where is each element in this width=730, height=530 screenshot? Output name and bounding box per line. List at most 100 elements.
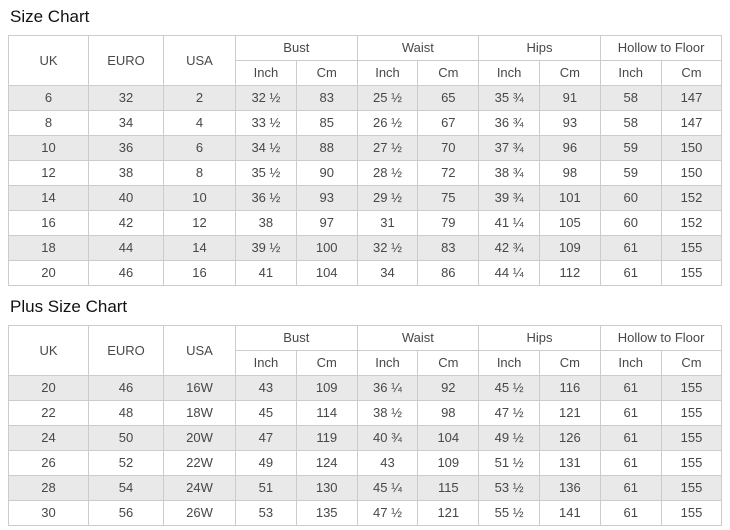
table-cell: 49	[235, 450, 297, 476]
column-header-hollow-inch: Inch	[599, 350, 662, 376]
table-cell: 36 ½	[235, 185, 297, 211]
table-cell: 39 ½	[235, 235, 297, 261]
table-row: 18 44 14 39 ½ 100 32 ½ 83 42 ¾ 109 61 155	[8, 235, 723, 261]
table-row: 28 54 24W 51 130 45 ¼ 115 53 ½ 136 61 155	[8, 475, 723, 501]
table-cell: 44	[88, 235, 164, 261]
table-cell: 12	[163, 210, 236, 236]
table-cell: 54	[88, 475, 164, 501]
table-cell: 30	[8, 500, 89, 526]
table-cell: 67	[417, 110, 480, 136]
table-cell: 33 ½	[235, 110, 297, 136]
plus-size-chart-header: UK EURO USA Bust Waist Hips Hollow to Fl…	[8, 325, 723, 376]
table-row: 8 34 4 33 ½ 85 26 ½ 67 36 ¾ 93 58 147	[8, 110, 723, 136]
table-cell: 61	[599, 260, 662, 286]
table-cell: 37 ¾	[478, 135, 540, 161]
table-cell: 90	[295, 160, 358, 186]
table-row: 26 52 22W 49 124 43 109 51 ½ 131 61 155	[8, 450, 723, 476]
table-cell: 91	[539, 85, 601, 111]
table-cell: 86	[417, 260, 480, 286]
table-cell: 12	[8, 160, 89, 186]
table-cell: 130	[295, 475, 358, 501]
plus-size-chart-body: 20 46 16W 43 109 36 ¼ 92 45 ½ 116 61 155 22 48 18W 45 1…	[8, 375, 723, 526]
table-cell: 101	[539, 185, 601, 211]
table-cell: 112	[539, 260, 601, 286]
table-cell: 34	[356, 260, 419, 286]
table-cell: 26	[8, 450, 89, 476]
table-cell: 155	[660, 400, 723, 426]
table-cell: 34	[88, 110, 164, 136]
column-group-bust: Bust	[235, 35, 358, 61]
table-cell: 8	[8, 110, 89, 136]
table-cell: 93	[295, 185, 358, 211]
table-cell: 98	[539, 160, 601, 186]
table-cell: 24W	[163, 475, 236, 501]
table-cell: 42 ¾	[478, 235, 540, 261]
table-cell: 36	[88, 135, 164, 161]
column-header-hollow-cm: Cm	[660, 350, 723, 376]
table-cell: 58	[599, 110, 662, 136]
table-row: 30 56 26W 53 135 47 ½ 121 55 ½ 141 61 155	[8, 500, 723, 526]
table-cell: 32	[88, 85, 164, 111]
table-cell: 51	[235, 475, 297, 501]
table-cell: 61	[599, 235, 662, 261]
column-group-hips: Hips	[478, 325, 601, 351]
table-cell: 131	[539, 450, 601, 476]
column-header-uk: UK	[8, 35, 89, 86]
table-cell: 96	[539, 135, 601, 161]
table-cell: 155	[660, 375, 723, 401]
table-cell: 150	[660, 160, 723, 186]
column-group-hollow-to-floor: Hollow to Floor	[599, 35, 723, 61]
table-cell: 10	[8, 135, 89, 161]
table-cell: 41	[235, 260, 297, 286]
table-cell: 155	[660, 450, 723, 476]
table-cell: 75	[417, 185, 480, 211]
table-cell: 32 ½	[356, 235, 419, 261]
table-cell: 22W	[163, 450, 236, 476]
table-row: 10 36 6 34 ½ 88 27 ½ 70 37 ¾ 96 59 150	[8, 135, 723, 161]
column-header-uk: UK	[8, 325, 89, 376]
size-chart-body: 6 32 2 32 ½ 83 25 ½ 65 35 ¾ 91 58 147 8 34 4 33 ½ 85 26 …	[8, 85, 723, 286]
column-header-usa: USA	[163, 325, 236, 376]
column-header-usa: USA	[163, 35, 236, 86]
table-cell: 53 ½	[478, 475, 540, 501]
table-cell: 43	[356, 450, 419, 476]
column-group-waist: Waist	[356, 35, 480, 61]
table-cell: 10	[163, 185, 236, 211]
table-cell: 109	[295, 375, 358, 401]
table-cell: 59	[599, 160, 662, 186]
table-cell: 98	[417, 400, 480, 426]
table-cell: 16	[163, 260, 236, 286]
table-cell: 150	[660, 135, 723, 161]
table-cell: 18	[8, 235, 89, 261]
column-header-waist-inch: Inch	[356, 350, 419, 376]
table-cell: 124	[295, 450, 358, 476]
column-header-bust-cm: Cm	[295, 350, 358, 376]
column-group-bust: Bust	[235, 325, 358, 351]
table-cell: 16	[8, 210, 89, 236]
column-header-hips-inch: Inch	[478, 350, 540, 376]
plus-size-chart-table: UK EURO USA Bust Waist Hips Hollow to Fl…	[8, 325, 723, 526]
table-cell: 6	[8, 85, 89, 111]
table-cell: 25 ½	[356, 85, 419, 111]
table-cell: 121	[417, 500, 480, 526]
column-group-waist: Waist	[356, 325, 480, 351]
size-chart-header: UK EURO USA Bust Waist Hips Hollow to Fl…	[8, 35, 723, 86]
table-cell: 32 ½	[235, 85, 297, 111]
table-cell: 40	[88, 185, 164, 211]
column-header-hollow-cm: Cm	[660, 60, 723, 86]
column-header-bust-cm: Cm	[295, 60, 358, 86]
column-header-hollow-inch: Inch	[599, 60, 662, 86]
table-cell: 31	[356, 210, 419, 236]
table-cell: 83	[417, 235, 480, 261]
table-cell: 26 ½	[356, 110, 419, 136]
table-cell: 38	[88, 160, 164, 186]
table-cell: 152	[660, 185, 723, 211]
table-cell: 50	[88, 425, 164, 451]
table-cell: 155	[660, 235, 723, 261]
table-row: 22 48 18W 45 114 38 ½ 98 47 ½ 121 61 155	[8, 400, 723, 426]
table-cell: 27 ½	[356, 135, 419, 161]
table-cell: 29 ½	[356, 185, 419, 211]
table-cell: 49 ½	[478, 425, 540, 451]
table-cell: 47 ½	[478, 400, 540, 426]
